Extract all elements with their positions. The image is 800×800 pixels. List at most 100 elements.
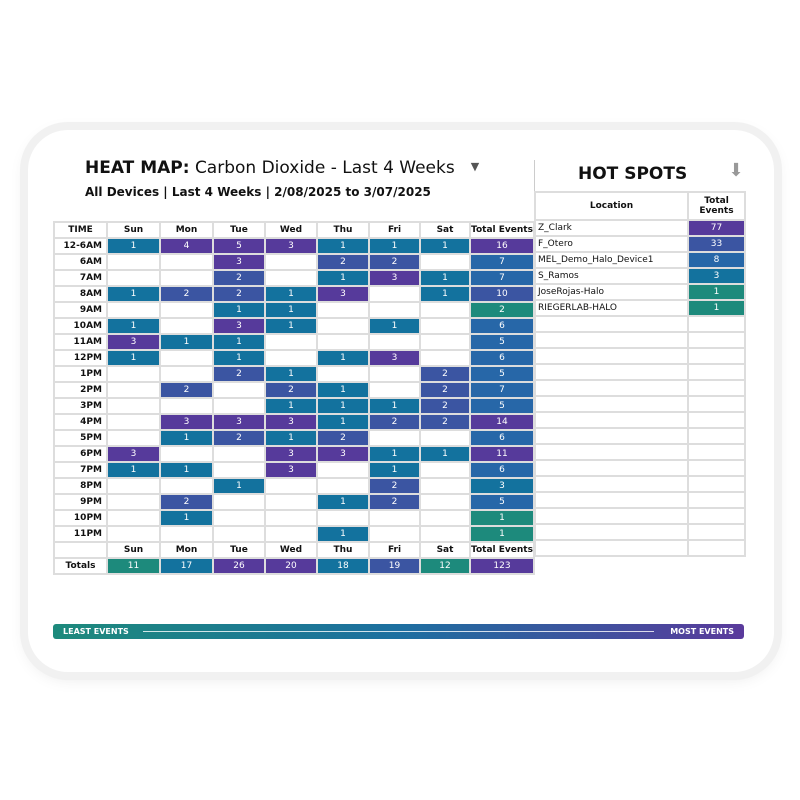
row-total-cell: 10 (469, 285, 535, 303)
empty-cell (687, 507, 746, 525)
table-row: 8AM 1 2 2 1 3 1 10 (53, 285, 535, 303)
heat-cell: 1 (106, 461, 161, 479)
empty-cell (687, 411, 746, 429)
row-total-cell: 5 (469, 333, 535, 351)
list-item (534, 347, 746, 365)
heat-cell: 1 (106, 349, 161, 367)
heat-cell: 3 (212, 317, 266, 335)
time-label: 4PM (53, 413, 108, 431)
list-item (534, 523, 746, 541)
empty-cell (106, 413, 161, 431)
empty-cell (264, 493, 318, 511)
location-cell: JoseRojas-Halo (534, 283, 689, 301)
heat-cell: 1 (212, 477, 266, 495)
column-header: Sat (419, 541, 471, 559)
empty-cell (419, 493, 471, 511)
column-total-cell: 19 (368, 557, 421, 575)
list-item (534, 411, 746, 429)
heat-cell: 1 (264, 301, 318, 319)
table-row: 1PM 2 1 2 5 (53, 365, 535, 383)
heat-cell: 1 (368, 237, 421, 255)
page-title[interactable]: HEAT MAP: Carbon Dioxide - Last 4 Weeks ▼ (85, 158, 479, 178)
empty-cell (687, 475, 746, 493)
empty-cell (687, 459, 746, 477)
empty-cell (106, 477, 161, 495)
metric-selector[interactable]: Carbon Dioxide - Last 4 Weeks (194, 158, 455, 178)
empty-cell (159, 365, 214, 383)
heat-cell: 2 (368, 253, 421, 271)
heat-cell: 2 (212, 269, 266, 287)
empty-cell (159, 317, 214, 335)
heat-cell: 1 (106, 285, 161, 303)
column-header: Tue (212, 221, 266, 239)
row-total-cell: 2 (469, 301, 535, 319)
table-row: 4PM 3 3 3 1 2 2 14 (53, 413, 535, 431)
table-row: 6AM 3 2 2 7 (53, 253, 535, 271)
time-label: 9AM (53, 301, 108, 319)
row-total-cell: 7 (469, 253, 535, 271)
heat-cell: 1 (419, 269, 471, 287)
location-total-cell: 1 (687, 299, 746, 317)
heat-cell: 1 (368, 445, 421, 463)
heat-cell: 1 (419, 445, 471, 463)
table-row: 5PM 1 2 1 2 6 (53, 429, 535, 447)
empty-cell (368, 509, 421, 527)
empty-cell (212, 445, 266, 463)
empty-cell (264, 509, 318, 527)
download-icon[interactable]: ⬇ (728, 160, 744, 181)
heat-cell: 1 (419, 237, 471, 255)
empty-cell (534, 459, 689, 477)
heat-cell: 2 (419, 381, 471, 399)
heat-cell: 1 (419, 285, 471, 303)
empty-cell (264, 269, 318, 287)
heat-cell: 2 (159, 285, 214, 303)
heat-cell: 2 (316, 253, 370, 271)
heat-cell: 3 (316, 285, 370, 303)
empty-cell (212, 525, 266, 543)
totals-label: Totals (53, 557, 108, 575)
list-item: F_Otero 33 (534, 235, 746, 253)
empty-cell (159, 477, 214, 495)
list-item (534, 379, 746, 397)
heat-cell: 2 (159, 493, 214, 511)
list-item (534, 507, 746, 525)
empty-cell (419, 461, 471, 479)
heat-cell: 2 (212, 365, 266, 383)
empty-cell (534, 539, 689, 557)
empty-cell (264, 477, 318, 495)
empty-cell (212, 461, 266, 479)
heat-cell: 3 (106, 333, 161, 351)
empty-cell (316, 477, 370, 495)
heat-cell: 1 (316, 381, 370, 399)
heat-cell: 1 (368, 317, 421, 335)
empty-cell (106, 269, 161, 287)
column-header: TIME (53, 221, 108, 239)
column-header: Location (534, 191, 689, 221)
heat-cell: 2 (419, 397, 471, 415)
column-header: Tue (212, 541, 266, 559)
row-total-cell: 7 (469, 269, 535, 287)
location-cell: S_Ramos (534, 267, 689, 285)
heat-cell: 2 (264, 381, 318, 399)
heat-cell: 1 (316, 397, 370, 415)
list-item: JoseRojas-Halo 1 (534, 283, 746, 301)
heat-cell: 1 (316, 237, 370, 255)
list-item (534, 395, 746, 413)
header-row: Sun Mon Tue Wed Thu Fri Sat Total Events (53, 541, 535, 559)
time-label: 12PM (53, 349, 108, 367)
empty-cell (687, 427, 746, 445)
heat-cell: 1 (316, 525, 370, 543)
row-total-cell: 7 (469, 381, 535, 399)
heat-cell: 1 (264, 365, 318, 383)
empty-cell (419, 349, 471, 367)
empty-cell (534, 427, 689, 445)
heat-cell: 2 (368, 413, 421, 431)
heat-cell: 1 (316, 269, 370, 287)
list-item (534, 491, 746, 509)
empty-cell (534, 347, 689, 365)
time-label: 11AM (53, 333, 108, 351)
heat-cell: 2 (316, 429, 370, 447)
caret-down-icon[interactable]: ▼ (470, 160, 480, 173)
table-row: 10PM 1 1 (53, 509, 535, 527)
empty-cell (159, 349, 214, 367)
